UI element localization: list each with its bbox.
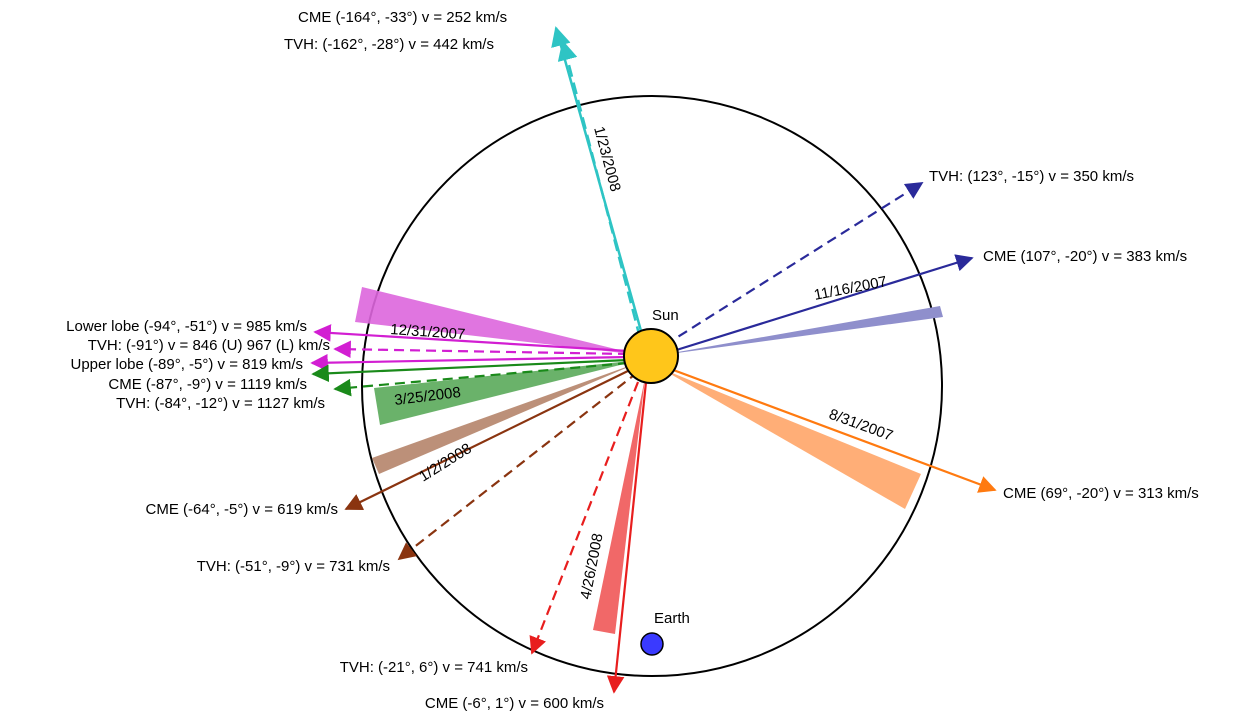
- date-label-1-23-2008: 1/23/2008: [590, 125, 624, 194]
- tvh-label-1-2-2008: TVH: (-51°, -9°) v = 731 km/s: [197, 558, 390, 575]
- date-label-11-16-2007: 11/16/2007: [813, 273, 889, 304]
- earth-orbit-circle: [361, 95, 943, 677]
- tvh-label-11-16-2007: TVH: (123°, -15°) v = 350 km/s: [929, 168, 1134, 185]
- tvh-label-4-26-2008: TVH: (-21°, 6°) v = 741 km/s: [340, 659, 528, 676]
- cme-label-4-26-2008: CME (-6°, 1°) v = 600 km/s: [425, 695, 604, 712]
- tvh-arrow-3-25-2008: [333, 361, 629, 397]
- wedge-12-31-2007: [355, 287, 640, 355]
- cme-arrow-1-23-2008: [551, 26, 645, 339]
- cme-label-11-16-2007: CME (107°, -20°) v = 383 km/s: [983, 248, 1187, 265]
- tvh-arrow-4-26-2008: [529, 381, 640, 655]
- tvh-label-3-25-2008: TVH: (-84°, -12°) v = 1127 km/s: [116, 395, 325, 412]
- cme-label-8-31-2007: CME (69°, -20°) v = 313 km/s: [1003, 485, 1199, 502]
- cme-label-1-2-2008: CME (-64°, -5°) v = 619 km/s: [146, 501, 338, 518]
- tvh-label-12-31-2007: TVH: (-91°) v = 846 (U) 967 (L) km/s: [88, 337, 330, 354]
- cme-arrow-4-26-2008: [606, 381, 648, 694]
- tvh-arrow-11-16-2007: [664, 182, 924, 346]
- wedge-1-2-2008: [372, 362, 640, 474]
- sun-icon: [623, 328, 679, 384]
- date-label-8-31-2007: 8/31/2007: [827, 406, 896, 445]
- tvh-label-1-23-2008: TVH: (-162°, -28°) v = 442 km/s: [284, 36, 494, 53]
- cme-arrow-3-25-2008: [311, 358, 629, 383]
- cme-arrow-8-31-2007: [667, 366, 997, 493]
- cme-label-1-23-2008: CME (-164°, -33°) v = 252 km/s: [298, 9, 507, 26]
- lower-lobe-label-12-31-2007: Lower lobe (-94°, -51°) v = 985 km/s: [66, 318, 307, 335]
- lower-lobe-arrow-12-31-2007: [313, 324, 629, 353]
- wedge-4-26-2008: [593, 378, 645, 634]
- wedge-11-16-2007: [655, 306, 943, 356]
- sun-label: Sun: [652, 307, 679, 324]
- cme-arrow-1-2-2008: [344, 367, 635, 510]
- earth-label: Earth: [654, 610, 690, 627]
- upper-lobe-arrow-12-31-2007: [310, 353, 629, 372]
- upper-lobe-label-12-31-2007: Upper lobe (-89°, -5°) v = 819 km/s: [70, 356, 303, 373]
- earth-icon: [640, 632, 664, 656]
- tvh-arrow-12-31-2007: [333, 340, 629, 359]
- date-label-12-31-2007: 12/31/2007: [390, 321, 466, 343]
- cme-label-3-25-2008: CME (-87°, -9°) v = 1119 km/s: [108, 376, 307, 393]
- cme-arrow-11-16-2007: [669, 254, 974, 354]
- wedge-8-31-2007: [660, 368, 921, 509]
- tvh-arrow-1-2-2008: [397, 371, 639, 561]
- wedge-3-25-2008: [374, 360, 640, 425]
